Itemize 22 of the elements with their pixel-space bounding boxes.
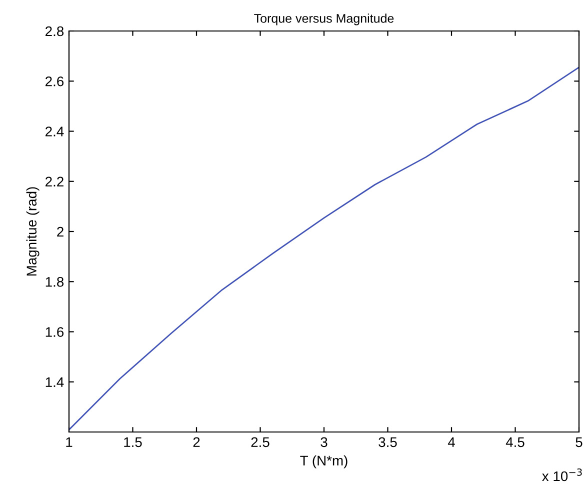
y-tick-label: 1.8 bbox=[46, 276, 64, 287]
y-tick-label: 2.2 bbox=[46, 176, 64, 186]
y-tick-label: 1.6 bbox=[46, 327, 64, 337]
x-tick-label: 2.5 bbox=[251, 437, 270, 448]
y-tick-label: 2 bbox=[57, 226, 64, 237]
x-axis-title: T (N*m) bbox=[300, 455, 348, 468]
x-tick-label: 4 bbox=[448, 437, 455, 447]
chart-title: Torque versus Magnitude bbox=[254, 14, 394, 26]
y-tick-label: 2.8 bbox=[46, 26, 64, 36]
x-tick-label: 4.5 bbox=[506, 437, 524, 448]
x-tick-label: 3 bbox=[320, 437, 328, 448]
y-tick-label: 1.4 bbox=[46, 377, 64, 387]
x-tick-label: 3.5 bbox=[378, 437, 397, 448]
y-axis-title: Magnitue (rad) bbox=[26, 187, 40, 276]
y-tick-label: 2.6 bbox=[46, 76, 64, 86]
x-tick-label: 1 bbox=[66, 437, 72, 447]
x-tick-label: 1.5 bbox=[124, 437, 142, 448]
x-tick-label: 2 bbox=[193, 437, 200, 447]
x-tick-label: 5 bbox=[576, 437, 582, 448]
text: x 10$^{−3}$ bbox=[542, 468, 582, 482]
line-series bbox=[69, 66, 579, 430]
y-tick-label: 2.4 bbox=[46, 126, 64, 136]
